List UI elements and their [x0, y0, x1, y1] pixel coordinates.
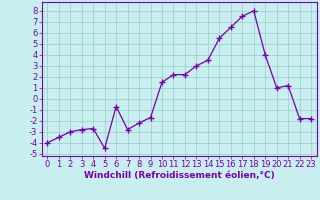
X-axis label: Windchill (Refroidissement éolien,°C): Windchill (Refroidissement éolien,°C): [84, 171, 275, 180]
